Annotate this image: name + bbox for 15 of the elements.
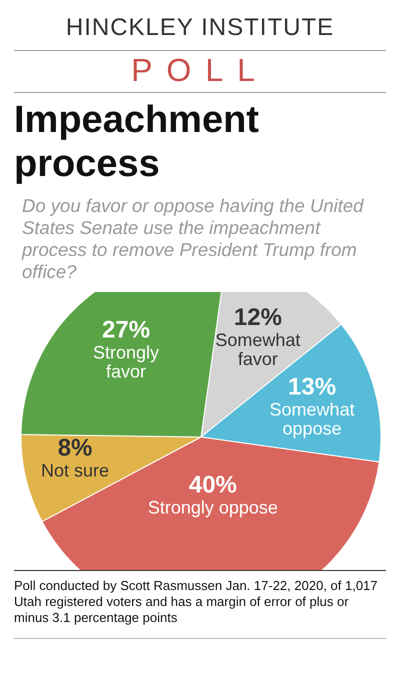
chart-subtitle: Do you favor or oppose having the United States Senate use the impeachment process to remove President Trump from office? (22, 195, 365, 283)
data-label: 27% (102, 316, 150, 344)
data-label: 8% (58, 434, 92, 462)
slice-label: Not sure (41, 460, 110, 480)
slice-label: Strongly oppose (148, 497, 278, 518)
text: Poll conducted by Scott Rasmussen Jan. 17-22, 2020, of 1,017 Utah registered voters and has a margin of error of plus or minus 3.1 percentage points (14, 578, 379, 626)
chart-title: Impeachment process (14, 98, 260, 186)
slice-label: Strongly favor (93, 342, 160, 382)
data-label: 13% (288, 373, 336, 400)
text: POLL (130, 52, 270, 89)
slice-label: Somewhat favor (215, 330, 300, 369)
data-label: 12% (234, 304, 282, 331)
text: HINCKLEY INSTITUTE (64, 14, 336, 42)
data-label: 40% (188, 471, 237, 498)
slice-label: Somewhat oppose (270, 399, 355, 438)
